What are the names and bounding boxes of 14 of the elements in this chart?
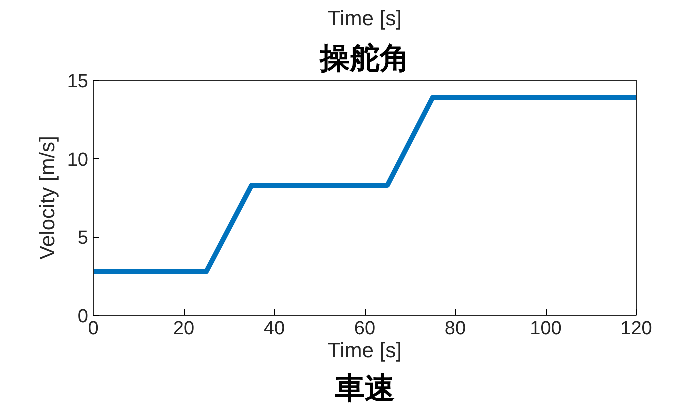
x-tick-label: 120 — [620, 318, 652, 340]
x-tick-label: 20 — [173, 318, 195, 340]
text: 車速 — [334, 372, 395, 406]
x-tick-label: 100 — [530, 318, 562, 340]
text: Time [s] — [328, 8, 402, 30]
x-axis-title: Time [s] — [328, 340, 402, 362]
x-tick-label: 60 — [354, 318, 376, 340]
chart-title: 操舵角 — [319, 42, 410, 76]
y-tick-label: 15 — [67, 72, 89, 92]
x-tick-label: 80 — [444, 318, 466, 340]
y-tick-label: 5 — [78, 228, 89, 250]
y-axis-title: Velocity [m/s] — [36, 136, 60, 260]
y-tick-label: 10 — [67, 150, 89, 171]
x-tick-label: 40 — [264, 318, 286, 340]
